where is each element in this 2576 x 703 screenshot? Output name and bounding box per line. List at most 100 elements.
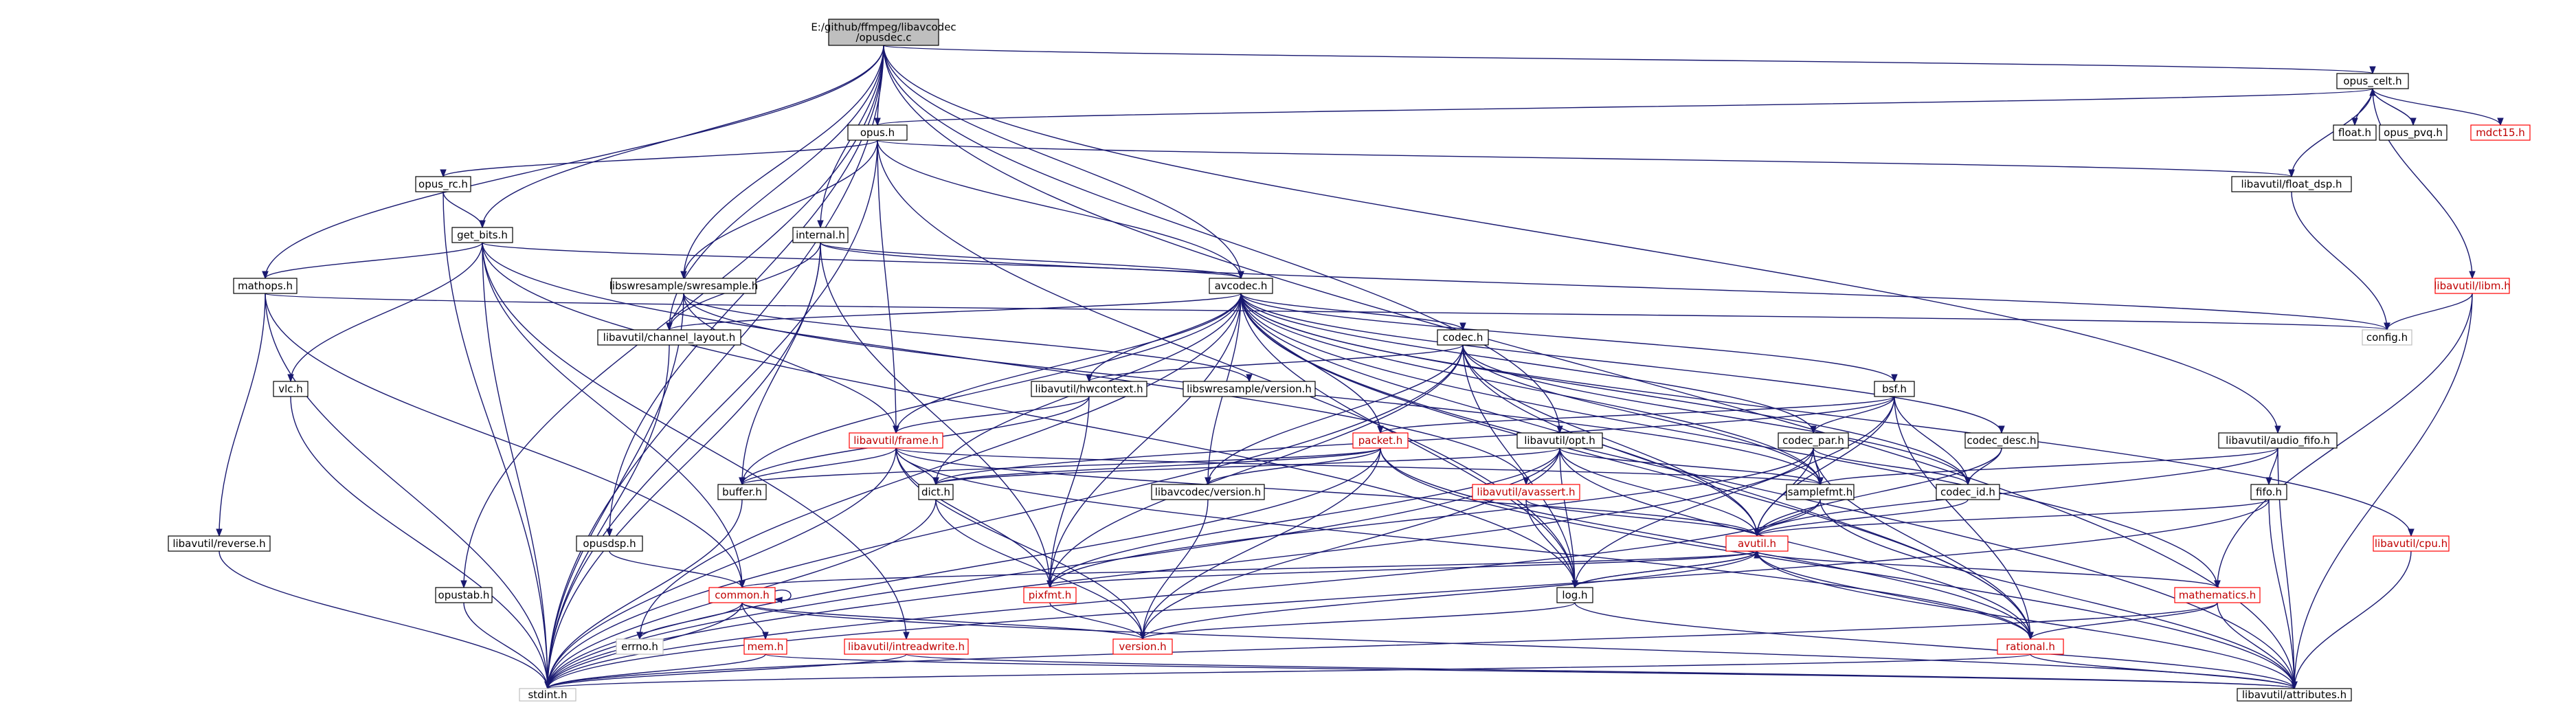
node-label: mathematics.h [2179, 589, 2256, 601]
edge-channel_layout-to-stdint [544, 344, 670, 690]
node-swr-version[interactable]: libswresample/version.h [1183, 381, 1316, 397]
node-box [1786, 484, 1855, 500]
node-avc-version[interactable]: libavcodec/version.h [1151, 484, 1265, 500]
node-buffer[interactable]: buffer.h [717, 484, 767, 500]
node-box [2333, 124, 2377, 141]
node-codec-id[interactable]: codec_id.h [1936, 484, 2000, 500]
node-mdct15[interactable]: mdct15.h [2470, 124, 2531, 141]
node-box [616, 638, 664, 655]
node-box [597, 329, 741, 346]
edge-avcodec-to-codec_par [1240, 293, 1817, 434]
node-opt[interactable]: libavutil/opt.h [1516, 432, 1603, 449]
node-avcodec[interactable]: avcodec.h [1209, 278, 1273, 294]
node-label: opus_rc.h [418, 178, 468, 191]
node-box [435, 587, 493, 603]
node-common[interactable]: common.h [708, 587, 776, 603]
node-label: libavutil/attributes.h [2242, 689, 2347, 701]
node-avutil[interactable]: avutil.h [1725, 535, 1789, 552]
node-bsf[interactable]: bsf.h [1874, 381, 1915, 397]
node-packet[interactable]: packet.h [1352, 432, 1409, 449]
edge-avutil-to-mathematics [1756, 550, 2221, 589]
edge-common-to-mem [741, 602, 769, 640]
node-mathematics[interactable]: mathematics.h [2174, 587, 2261, 603]
arrowhead [1964, 477, 1971, 486]
node-box [1112, 638, 1173, 655]
arrowhead [774, 596, 783, 603]
node-version[interactable]: version.h [1112, 638, 1173, 655]
edge-packet-to-rational [1380, 447, 2034, 640]
node-codec-desc[interactable]: codec_desc.h [1964, 432, 2039, 449]
edge-root-to-opus_celt [883, 45, 2376, 75]
node-box [1352, 432, 1409, 449]
arrowhead [739, 477, 746, 486]
node-opus[interactable]: opus.h [847, 124, 908, 141]
node-label: opus.h [860, 126, 895, 139]
arrowhead [2291, 681, 2298, 690]
node-libm[interactable]: libavutil/libm.h [2434, 278, 2511, 294]
node-rational[interactable]: rational.h [1997, 638, 2064, 655]
node-float-dsp[interactable]: libavutil/float_dsp.h [2231, 176, 2352, 192]
edge-opus_celt-to-opus [874, 88, 2373, 126]
arrowhead [1817, 477, 1824, 486]
node-box [918, 484, 954, 500]
edge-avcodec-to-hwcontext [1086, 293, 1242, 383]
edge-hwcontext-to-frame [893, 396, 1090, 434]
node-reverse[interactable]: libavutil/reverse.h [168, 535, 271, 552]
node-box [233, 278, 298, 294]
node-get-bits[interactable]: get_bits.h [451, 227, 513, 243]
edge-opustab-to-stdint [463, 602, 551, 690]
node-audio-fifo[interactable]: libavutil/audio_fifo.h [2218, 432, 2338, 449]
node-dict[interactable]: dict.h [918, 484, 954, 500]
node-label: libavutil/opt.h [1524, 434, 1595, 447]
node-channel-layout[interactable]: libavutil/channel_layout.h [597, 329, 741, 346]
node-vlc[interactable]: vlc.h [273, 381, 309, 397]
node-internal[interactable]: internal.h [792, 227, 849, 243]
arrowhead [479, 220, 486, 229]
arrowhead [1046, 580, 1053, 589]
edge-codec-to-hwcontext [1086, 344, 1464, 383]
node-box [1031, 381, 1147, 397]
node-avassert[interactable]: libavutil/avassert.h [1472, 484, 1580, 500]
node-swresample[interactable]: libswresample/swresample.h [609, 278, 759, 294]
node-fifo[interactable]: fifo.h [2250, 484, 2287, 500]
node-box [168, 535, 271, 552]
node-attributes[interactable]: libavutil/attributes.h [2237, 688, 2352, 702]
edge-log-to-attributes [1574, 602, 2298, 690]
node-frame[interactable]: libavutil/frame.h [849, 432, 943, 449]
node-opustab[interactable]: opustab.h [435, 587, 493, 603]
node-float[interactable]: float.h [2333, 124, 2377, 141]
node-opus-pvq[interactable]: opus_pvq.h [2379, 124, 2448, 141]
node-root: E:/github/ffmpeg/libavcodec/opusdec.c [811, 19, 956, 46]
node-cpu[interactable]: libavutil/cpu.h [2373, 535, 2450, 552]
node-box [844, 638, 969, 655]
edge-opusdsp-to-common [609, 550, 746, 589]
node-label: packet.h [1358, 434, 1403, 447]
arrowhead [666, 322, 673, 331]
node-opusdsp[interactable]: opusdsp.h [576, 535, 643, 552]
arrowhead [262, 271, 269, 280]
node-mem[interactable]: mem.h [743, 638, 787, 655]
node-mathops[interactable]: mathops.h [233, 278, 298, 294]
node-label: codec_desc.h [1967, 434, 2036, 447]
node-intreadwrite[interactable]: libavutil/intreadwrite.h [844, 638, 969, 655]
edge-opus_rc-to-get_bits [443, 191, 486, 229]
node-hwcontext[interactable]: libavutil/hwcontext.h [1031, 381, 1147, 397]
arrowhead [2384, 322, 2390, 331]
node-label: rational.h [2006, 640, 2055, 653]
node-opus-celt[interactable]: opus_celt.h [2336, 73, 2409, 89]
arrowhead [680, 271, 687, 280]
node-log[interactable]: log.h [1556, 587, 1593, 603]
edge-avcodec-to-samplefmt [1240, 293, 1824, 486]
edge-opus-to-swresample [680, 140, 878, 280]
edge-log-to-version [1139, 602, 1576, 640]
edge-mathematics-to-rational [2027, 602, 2218, 640]
node-pixfmt[interactable]: pixfmt.h [1023, 587, 1077, 603]
edge-swresample-to-frame [683, 293, 899, 434]
node-codec-par[interactable]: codec_par.h [1778, 432, 1849, 449]
node-label: dict.h [921, 486, 950, 498]
node-codec[interactable]: codec.h [1437, 329, 1489, 346]
node-label: log.h [1562, 589, 1587, 601]
node-samplefmt[interactable]: samplefmt.h [1786, 484, 1855, 500]
node-opus-rc[interactable]: opus_rc.h [415, 176, 471, 192]
node-box [743, 638, 787, 655]
